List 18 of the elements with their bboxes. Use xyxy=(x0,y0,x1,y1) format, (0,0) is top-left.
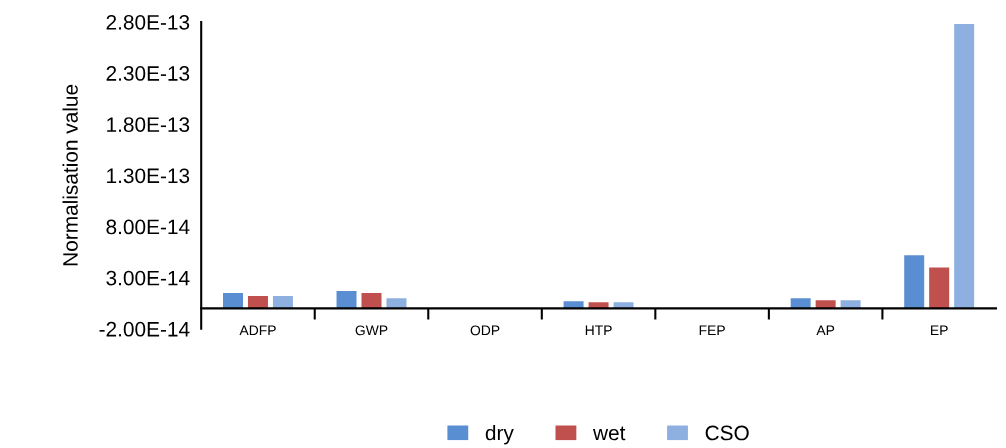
y-tick-label: 3.00E-14 xyxy=(106,270,190,286)
y-tick-label: 1.80E-13 xyxy=(107,117,190,132)
legend-label: dry xyxy=(485,425,514,445)
y-tick-label: -2.00E-14 xyxy=(99,321,190,337)
x-tick-label: ODP xyxy=(470,325,500,336)
y-tick-label: 2.30E-13 xyxy=(106,66,190,81)
x-tick-label: ADFP xyxy=(239,325,276,336)
y-tick-label: 8.00E-14 xyxy=(106,219,190,235)
y-tick-label: 2.80E-13 xyxy=(106,14,190,30)
legend-label: wet xyxy=(592,426,626,441)
y-axis-title: Normalisation value xyxy=(62,84,78,266)
x-tick-label: FEP xyxy=(699,325,725,336)
x-tick-label: GWP xyxy=(355,325,388,336)
x-tick-label: EP xyxy=(931,325,948,336)
legend-label: CSO xyxy=(705,425,749,441)
x-tick-label: HTP xyxy=(585,325,612,336)
x-tick-label: AP xyxy=(816,325,835,336)
y-tick-label: 1.30E-13 xyxy=(107,168,190,184)
